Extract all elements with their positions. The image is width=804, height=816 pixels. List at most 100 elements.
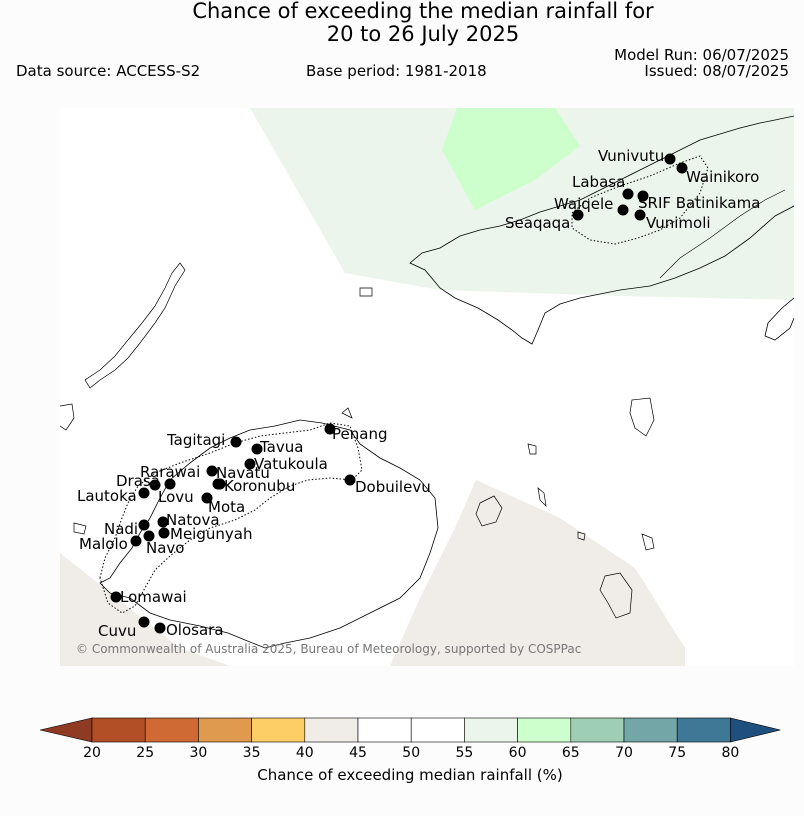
station-marker — [164, 478, 176, 490]
station-label: Navatu — [216, 464, 270, 482]
station-marker — [138, 487, 150, 499]
station-label: Navo — [146, 539, 184, 557]
station-label: Olosara — [166, 621, 224, 639]
station-marker — [154, 622, 166, 634]
shade-region-40-45-south — [390, 480, 685, 666]
station-label: Seaqaqa — [505, 214, 570, 232]
station-marker — [251, 443, 263, 455]
colorbar-tick-label: 30 — [189, 745, 207, 761]
station-marker — [110, 591, 122, 603]
station-marker — [617, 204, 629, 216]
station-label: Waiqele — [554, 195, 613, 213]
station-marker — [138, 616, 150, 628]
issued-label: Issued: 08/07/2025 — [644, 62, 789, 80]
colorbar-cell — [623, 717, 678, 743]
island-1 — [359, 287, 373, 297]
colorbar-tick-label: 25 — [136, 745, 154, 761]
colorbar-cell — [676, 717, 731, 743]
station-label: Dobuilevu — [355, 478, 431, 496]
colorbar-cell — [251, 717, 306, 743]
colorbar-tick-label: 40 — [296, 745, 314, 761]
station-marker — [214, 478, 226, 490]
station-label: Cuvu — [98, 622, 136, 640]
island-4 — [577, 531, 586, 541]
colorbar-cell — [517, 717, 572, 743]
station-marker — [201, 492, 213, 504]
island-6 — [341, 407, 353, 419]
station-label: Tagitagi — [166, 431, 225, 449]
northeast-reef — [659, 189, 786, 279]
colorbar-cell — [464, 717, 518, 743]
taveuni-coast — [764, 297, 794, 341]
base-period-label: Base period: 1981-2018 — [306, 62, 487, 80]
data-source-label: Data source: ACCESS-S2 — [16, 62, 201, 80]
station-marker — [344, 474, 356, 486]
station-marker — [143, 530, 155, 542]
colorbar-tick-label: 45 — [349, 745, 367, 761]
station-marker — [206, 465, 218, 477]
station-label: Lomawai — [120, 588, 187, 606]
station-marker — [157, 516, 169, 528]
colorbar-cell — [91, 717, 146, 743]
station-label: Lautoka — [77, 487, 137, 505]
island-5 — [641, 533, 655, 551]
station-marker — [138, 519, 150, 531]
ovalau-island — [475, 495, 503, 527]
colorbar-tick-label: 75 — [668, 745, 686, 761]
colorbar-tick-label: 50 — [402, 745, 420, 761]
colorbar-tick-label: 55 — [455, 745, 473, 761]
station-label: Nadi — [104, 520, 138, 538]
colorbar-tick-label: 20 — [83, 745, 101, 761]
colorbar-under-arrow — [39, 717, 93, 743]
station-label: Lovu — [158, 488, 194, 506]
station-label: SRIF Batinikama — [638, 194, 760, 212]
colorbar-cell — [357, 717, 412, 743]
station-marker — [324, 423, 336, 435]
gau-island — [599, 572, 633, 619]
station-marker — [230, 436, 242, 448]
colorbar-tick-label: 60 — [509, 745, 527, 761]
station-label: Penang — [332, 425, 387, 443]
colorbar-tick-label: 70 — [615, 745, 633, 761]
colorbar-cell — [198, 717, 252, 743]
yasawa-islands — [84, 262, 186, 389]
map-title-line2: 20 to 26 July 2025 — [326, 22, 520, 46]
station-label: Vunimoli — [646, 214, 711, 232]
station-label: Drasa — [116, 472, 160, 490]
station-label: Koronubu — [224, 477, 295, 495]
station-marker — [676, 162, 688, 174]
rainfall-map: Vunivutu Wainikoro Labasa Waiqele SRIF Batin… — [60, 108, 794, 666]
shade-region-60-65 — [442, 108, 580, 210]
station-marker — [158, 527, 170, 539]
mamanuca-islands — [60, 403, 75, 431]
island-3 — [527, 443, 537, 455]
station-marker — [622, 188, 634, 200]
station-label: Natova — [166, 511, 220, 529]
map-title-line1: Chance of exceeding the median rainfall … — [192, 0, 654, 23]
colorbar-tick-label: 80 — [721, 745, 739, 761]
station-label: Vatukoula — [254, 455, 328, 473]
station-marker — [634, 209, 646, 221]
model-run-label: Model Run: 06/07/2025 — [614, 46, 789, 64]
station-marker — [130, 535, 142, 547]
station-label: Labasa — [572, 173, 625, 191]
shade-region-40-45-sw — [60, 553, 230, 666]
station-label: Malolo — [79, 535, 128, 553]
koro-island — [629, 397, 655, 437]
station-label: Meigunyah — [170, 525, 252, 543]
island-2 — [537, 487, 547, 508]
colorbar-cell — [410, 717, 465, 743]
colorbar-axis-label: Chance of exceeding median rainfall (%) — [257, 766, 563, 784]
colorbar-tick-label: 65 — [562, 745, 580, 761]
station-marker — [664, 153, 676, 165]
station-marker — [149, 479, 161, 491]
colorbar-ticks: 20 25 30 35 40 45 50 55 60 65 70 75 80 — [83, 745, 739, 761]
colorbar-tick-label: 35 — [243, 745, 261, 761]
shade-region-55-60 — [250, 108, 794, 300]
station-marker — [244, 458, 256, 470]
colorbar-cell — [570, 717, 625, 743]
viti-levu-coast — [99, 419, 439, 649]
colorbar: 20 25 30 35 40 45 50 55 60 65 70 75 80 — [39, 717, 781, 761]
island-7 — [73, 522, 87, 535]
station-label: Tavua — [259, 438, 303, 456]
